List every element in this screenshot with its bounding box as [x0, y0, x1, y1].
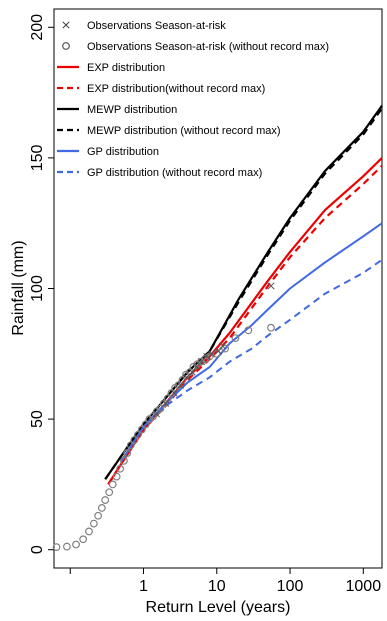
- legend-item-2: EXP distribution: [57, 62, 165, 74]
- series-6-point-41: [267, 323, 275, 332]
- series-6-point-3: [79, 535, 88, 544]
- y-tick-label-3: 150: [29, 144, 46, 171]
- series-6-point-18: [137, 425, 146, 434]
- legend-marker-1: [62, 42, 70, 50]
- series-7-point-0-stroke-b: [152, 410, 160, 418]
- series-6-point-12: [116, 464, 125, 473]
- series-6-point-40: [244, 326, 253, 335]
- series-7-point-3: [176, 381, 185, 389]
- legend-marker-0: [62, 21, 70, 29]
- legend-item-5: MEWP distribution (without record max): [57, 125, 281, 137]
- series-6-point-17: [134, 430, 142, 439]
- series-6-point-7: [97, 504, 106, 512]
- x-axis-title: Return Level (years): [146, 599, 291, 616]
- series-6-point-38: [221, 344, 230, 353]
- x-tick-label-0: 1: [139, 578, 148, 595]
- series-7-point-2-stroke-b: [170, 389, 178, 397]
- legend-item-0: Observations Season-at-risk: [62, 20, 226, 32]
- y-tick-label-2: 100: [29, 275, 46, 302]
- series-4-line: [120, 222, 383, 462]
- series-7-markers: [152, 282, 275, 418]
- series-7-point-5-stroke-b: [188, 368, 196, 376]
- series-7-point-0: [152, 410, 160, 418]
- series-6-point-10: [108, 480, 117, 489]
- series-7-point-1-stroke-b: [162, 399, 170, 407]
- series-6-point-6: [94, 511, 103, 520]
- legend-item-3: EXP distribution(without record max): [57, 83, 265, 95]
- series-2-line: [107, 157, 383, 485]
- legend-label-0: Observations Season-at-risk: [87, 20, 226, 32]
- legend-label-2: EXP distribution: [87, 62, 165, 74]
- legend-label-6: GP distribution: [87, 146, 159, 158]
- series-6-point-14: [123, 449, 132, 457]
- y-tick-label-4: 200: [29, 14, 46, 41]
- series-6-point-5: [89, 519, 98, 528]
- series-7-point-12-stroke-b: [267, 282, 275, 290]
- series-7-point-1: [162, 399, 170, 407]
- series-7-point-3-stroke-b: [176, 381, 185, 389]
- series-6-point-19: [141, 420, 150, 429]
- series-7-point-8-stroke-b: [203, 352, 211, 360]
- y-tick-label-0: 0: [29, 545, 46, 554]
- series-6-point-23: [156, 404, 165, 413]
- legend: Observations Season-at-risk Observations …: [57, 20, 329, 179]
- series-7-point-9-stroke-b: [208, 350, 216, 358]
- series-7-point-10: [214, 347, 222, 355]
- series-7-point-5: [188, 368, 196, 376]
- legend-label-5: MEWP distribution (without record max): [87, 125, 281, 137]
- y-axis-title: Rainfall (mm): [10, 240, 27, 335]
- legend-marker-0-stroke-b: [62, 21, 70, 29]
- series-1-line: [104, 107, 383, 480]
- series-7-point-9: [208, 350, 216, 358]
- series-6-point-4: [85, 527, 93, 536]
- series-6-point-8: [101, 496, 110, 504]
- series-5-line: [120, 258, 383, 462]
- series-layer: [52, 104, 383, 552]
- legend-item-7: GP distribution (without record max): [57, 167, 262, 179]
- series-7-point-12: [267, 282, 275, 290]
- legend-item-6: GP distribution: [57, 146, 159, 158]
- series-6-point-0: [52, 543, 61, 552]
- series-6-point-13: [120, 457, 128, 465]
- series-6-point-1: [63, 542, 71, 551]
- series-6-point-37: [212, 349, 221, 358]
- series-6-point-15: [126, 441, 135, 450]
- series-6-point-39: [231, 334, 240, 343]
- series-6-point-34: [197, 357, 205, 366]
- legend-label-7: GP distribution (without record max): [87, 167, 262, 179]
- x-tick-label-3: 1000: [346, 578, 382, 595]
- series-7-point-10-stroke-b: [214, 347, 222, 355]
- series-6-point-31: [186, 368, 194, 376]
- series-7-point-11: [219, 342, 227, 350]
- series-6-point-16: [130, 436, 139, 444]
- series-7-point-8: [203, 352, 211, 360]
- y-tick-label-1: 50: [29, 410, 46, 428]
- axes-layer: 0 50 100 150 200 1 10 100 1000: [29, 14, 381, 595]
- series-6-point-24: [160, 399, 168, 408]
- series-6-point-26: [167, 389, 176, 397]
- series-3-line: [107, 164, 383, 485]
- series-6-point-21: [149, 412, 157, 421]
- series-6-markers: [52, 323, 275, 552]
- series-6-point-9: [105, 488, 114, 497]
- series-6-point-2: [72, 540, 80, 549]
- x-tick-label-1: 10: [208, 578, 226, 595]
- legend-label-3: EXP distribution(without record max): [87, 83, 265, 95]
- series-6-point-11: [112, 472, 121, 481]
- legend-item-1: Observations Season-at-risk (without rec…: [62, 41, 329, 53]
- legend-label-4: MEWP distribution: [87, 104, 177, 116]
- series-7-point-11-stroke-b: [219, 342, 227, 350]
- x-tick-label-2: 100: [277, 578, 304, 595]
- legend-label-1: Observations Season-at-risk (without rec…: [87, 41, 329, 53]
- series-7-point-2: [170, 389, 178, 397]
- series-6-point-28: [174, 381, 183, 390]
- legend-item-4: MEWP distribution: [57, 104, 177, 116]
